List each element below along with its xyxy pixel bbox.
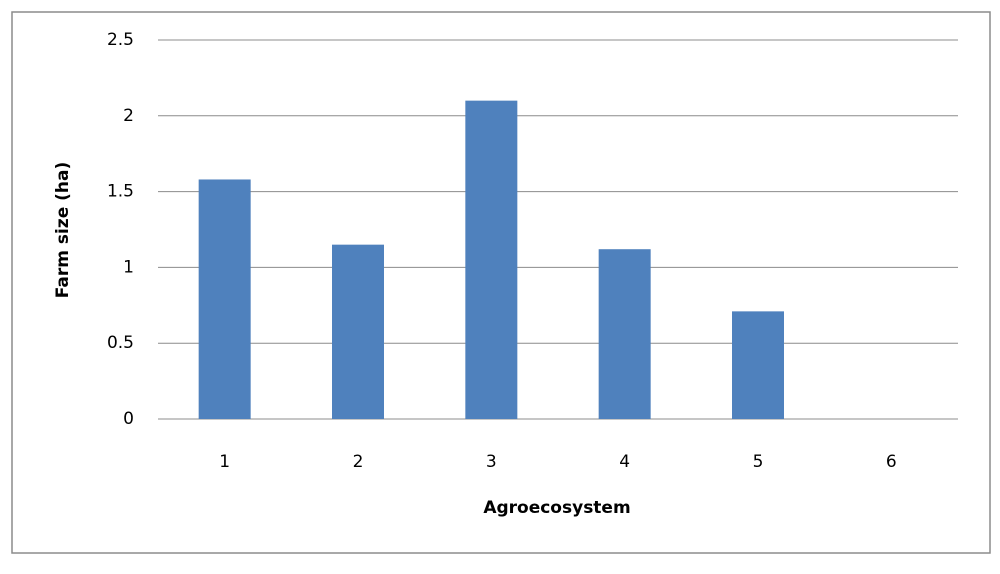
- x-tick-label: 3: [486, 452, 497, 472]
- y-tick-label: 2.5: [107, 30, 134, 50]
- x-tick-label: 4: [619, 452, 630, 472]
- y-tick-label: 0: [123, 409, 134, 429]
- y-axis-title: Farm size (ha): [53, 162, 73, 299]
- x-tick-label: 1: [219, 452, 230, 472]
- x-tick-label: 6: [886, 452, 897, 472]
- x-tick-label: 5: [753, 452, 764, 472]
- y-tick-label: 1.5: [107, 182, 134, 202]
- x-tick-label: 2: [353, 452, 364, 472]
- y-tick-label: 0.5: [107, 333, 134, 353]
- bar: [465, 100, 518, 419]
- bar: [332, 244, 384, 419]
- bar: [732, 311, 784, 419]
- y-tick-label: 1: [123, 257, 134, 277]
- x-axis-title: Agroecosystem: [483, 498, 630, 518]
- y-tick-label: 2: [123, 106, 134, 126]
- bar: [198, 179, 251, 419]
- bar: [598, 249, 651, 419]
